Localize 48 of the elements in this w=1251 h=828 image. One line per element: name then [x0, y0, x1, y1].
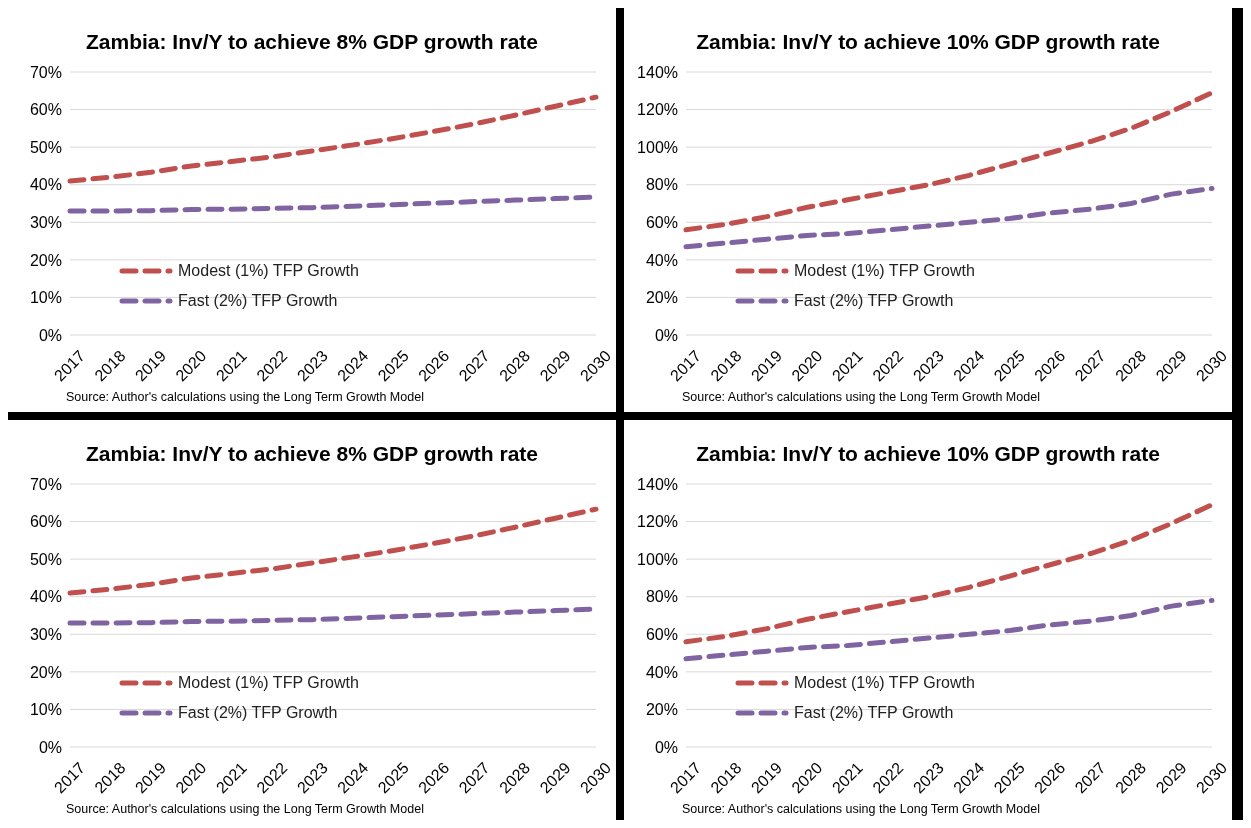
legend-label: Fast (2%) TFP Growth	[794, 291, 954, 311]
y-tick-label: 40%	[29, 176, 62, 194]
chart-title: Zambia: Inv/Y to achieve 10% GDP growth rate	[695, 441, 1161, 467]
chart-title: Zambia: Inv/Y to achieve 8% GDP growth rate	[85, 29, 539, 55]
y-tick-label: 20%	[645, 701, 678, 719]
y-tick-label: 10%	[29, 701, 62, 719]
y-tick-label: 20%	[645, 289, 678, 307]
y-tick-label: 0%	[654, 738, 678, 756]
y-tick-label: 40%	[29, 588, 62, 606]
y-tick-label: 0%	[38, 326, 62, 344]
y-tick-label: 40%	[645, 251, 678, 269]
y-tick-label: 120%	[637, 513, 678, 531]
legend-label: Fast (2%) TFP Growth	[178, 291, 338, 311]
y-tick-label: 20%	[29, 251, 62, 269]
y-tick-label: 140%	[637, 63, 678, 81]
y-tick-label: 60%	[645, 625, 678, 643]
y-tick-label: 60%	[29, 101, 62, 119]
chart-title: Zambia: Inv/Y to achieve 8% GDP growth rate	[85, 441, 539, 467]
y-tick-label: 30%	[29, 625, 62, 643]
y-tick-label: 0%	[38, 738, 62, 756]
legend-label: Modest (1%) TFP Growth	[794, 261, 975, 281]
chart-title: Zambia: Inv/Y to achieve 10% GDP growth rate	[695, 29, 1161, 55]
source-note: Source: Author's calculations using the Long Term Growth Model	[682, 390, 1040, 404]
y-tick-label: 70%	[29, 63, 62, 81]
y-tick-label: 140%	[637, 475, 678, 493]
y-tick-label: 0%	[654, 326, 678, 344]
legend-label: Modest (1%) TFP Growth	[178, 261, 359, 281]
y-tick-label: 50%	[29, 138, 62, 156]
y-tick-label: 60%	[645, 213, 678, 231]
y-tick-label: 80%	[645, 588, 678, 606]
y-tick-label: 50%	[29, 550, 62, 568]
y-tick-label: 120%	[637, 101, 678, 119]
y-tick-label: 70%	[29, 475, 62, 493]
y-tick-label: 60%	[29, 513, 62, 531]
source-note: Source: Author's calculations using the Long Term Growth Model	[66, 390, 424, 404]
y-tick-label: 100%	[637, 138, 678, 156]
y-tick-label: 100%	[637, 550, 678, 568]
legend-label: Modest (1%) TFP Growth	[178, 673, 359, 693]
y-tick-label: 80%	[645, 176, 678, 194]
y-tick-label: 30%	[29, 213, 62, 231]
source-note: Source: Author's calculations using the Long Term Growth Model	[66, 802, 424, 816]
source-note: Source: Author's calculations using the Long Term Growth Model	[682, 802, 1040, 816]
legend-label: Fast (2%) TFP Growth	[794, 703, 954, 723]
legend-label: Modest (1%) TFP Growth	[794, 673, 975, 693]
y-tick-label: 10%	[29, 289, 62, 307]
legend-label: Fast (2%) TFP Growth	[178, 703, 338, 723]
y-tick-label: 40%	[645, 663, 678, 681]
y-tick-label: 20%	[29, 663, 62, 681]
